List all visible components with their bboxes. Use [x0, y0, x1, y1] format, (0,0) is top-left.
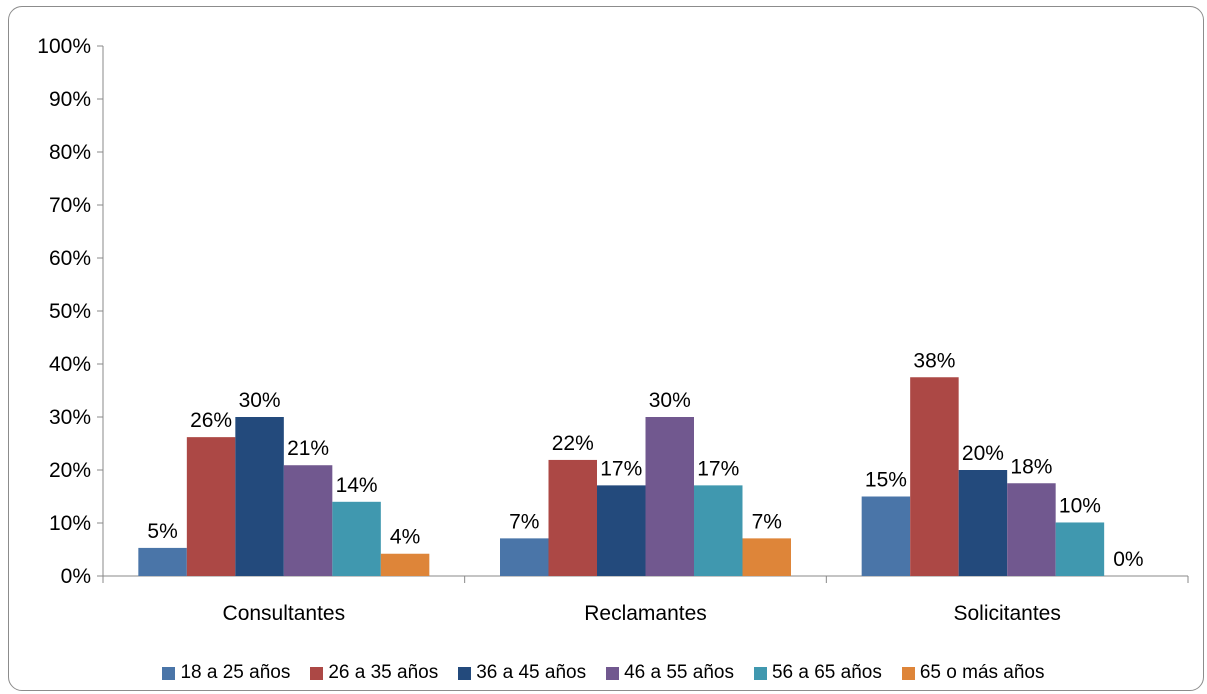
bar [1007, 483, 1056, 576]
legend-swatch [162, 666, 176, 680]
bar [138, 547, 187, 576]
legend-label: 65 o más años [919, 662, 1045, 683]
legend: 18 a 25 años 26 a 35 años 36 a 45 años 46 a… [0, 662, 1207, 684]
legend-item: 26 a 35 años [310, 662, 438, 684]
x-category-label: Solicitantes [953, 602, 1060, 625]
legend-label: 36 a 45 años [476, 662, 587, 683]
y-tick-label: 90% [49, 88, 91, 111]
data-label: 18% [1010, 455, 1052, 478]
x-category-label: Consultantes [223, 602, 346, 625]
axes: 0% 10% 20% 30% 40% 50% 60% 70% 80% 90% 100% Consult… [37, 35, 1189, 625]
y-tick-label: 50% [49, 300, 91, 323]
bar [742, 538, 791, 576]
chart-frame [8, 6, 1204, 691]
legend-item: 65 o más años [901, 662, 1045, 684]
x-category-label: Reclamantes [584, 602, 707, 625]
data-label: 20% [962, 442, 1004, 465]
data-label: 22% [552, 432, 594, 455]
y-tick-label: 10% [49, 512, 91, 535]
bars [138, 377, 1105, 576]
bar [500, 538, 549, 576]
bar [186, 437, 236, 576]
data-labels: 5% 26% 30% 21% 14% 4% 7% 22% 17% 30% 17% 7% 15% 38% 20… [147, 349, 1143, 571]
legend-swatch [753, 666, 767, 680]
y-tick-label: 100% [37, 35, 91, 58]
legend-item: 36 a 45 años [458, 662, 586, 684]
bar [1055, 522, 1105, 576]
bar [645, 417, 694, 576]
legend-label: 26 a 35 años [328, 662, 439, 683]
data-label: 0% [1113, 548, 1143, 571]
legend-swatch [310, 666, 324, 680]
bar [861, 496, 911, 576]
y-tick-label: 70% [49, 194, 91, 217]
bar [910, 377, 959, 576]
data-label: 17% [600, 457, 642, 480]
legend-item: 46 a 55 años [606, 662, 734, 684]
legend-label: 18 a 25 años [180, 662, 291, 683]
bar [958, 470, 1008, 576]
bar [332, 501, 381, 576]
y-tick-label: 20% [49, 459, 91, 482]
y-tick-label: 80% [49, 141, 91, 164]
y-tick-label: 60% [49, 247, 91, 270]
bar [283, 465, 333, 576]
legend-item: 18 a 25 años [162, 662, 290, 684]
data-label: 7% [752, 510, 782, 533]
data-label: 17% [697, 457, 739, 480]
bar [235, 417, 284, 576]
legend-label: 46 a 55 años [624, 662, 734, 683]
data-label: 7% [509, 510, 539, 533]
legend-item: 56 a 65 años [753, 662, 882, 684]
data-label: 38% [913, 349, 955, 372]
data-label: 26% [190, 409, 232, 432]
data-label: 5% [147, 520, 177, 543]
legend-swatch [458, 666, 472, 680]
data-label: 4% [390, 526, 420, 549]
y-tick-label: 40% [49, 353, 91, 376]
bar-chart: 0% 10% 20% 30% 40% 50% 60% 70% 80% 90% 100% Consult… [37, 35, 1189, 625]
data-label: 30% [239, 389, 281, 412]
bar [548, 459, 597, 576]
bar [694, 485, 743, 576]
legend-swatch [901, 666, 915, 680]
y-tick-label: 0% [61, 565, 91, 588]
legend-swatch [606, 666, 620, 680]
bar [380, 553, 430, 576]
data-label: 10% [1059, 494, 1101, 517]
data-label: 14% [336, 474, 378, 497]
data-label: 30% [649, 389, 691, 412]
bar [597, 485, 646, 576]
data-label: 21% [287, 437, 329, 460]
legend-label: 56 a 65 años [771, 662, 882, 683]
y-tick-label: 30% [49, 406, 91, 429]
data-label: 15% [865, 469, 907, 492]
